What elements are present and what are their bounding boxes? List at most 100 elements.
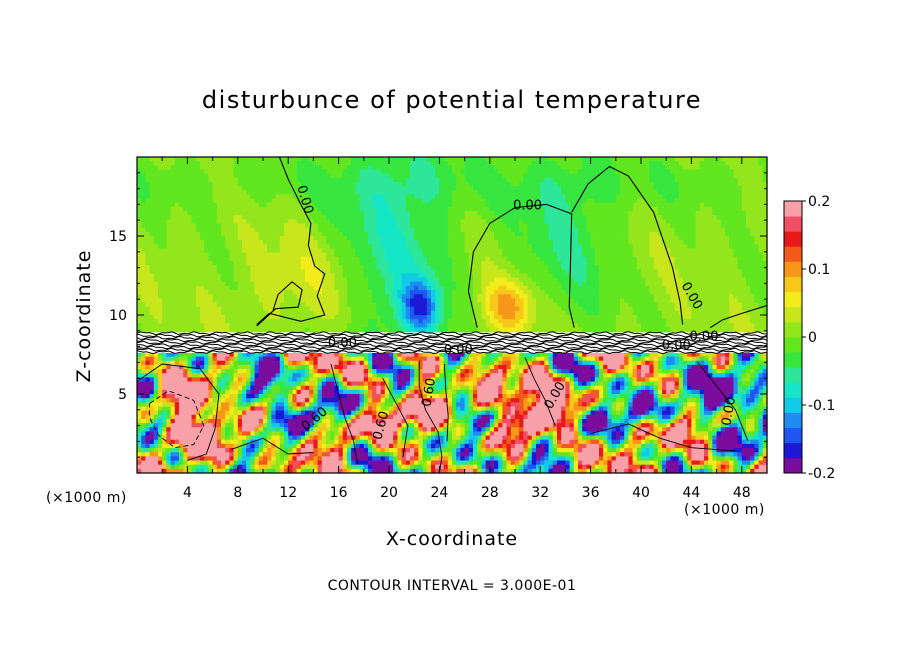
field-cell	[162, 389, 167, 395]
field-cell	[212, 369, 218, 374]
field-cell	[267, 298, 272, 304]
field-cell	[254, 356, 260, 362]
field-cell	[237, 298, 243, 304]
field-cell	[342, 277, 348, 283]
field-cell	[359, 398, 365, 403]
field-cell	[233, 369, 239, 374]
field-cell	[389, 260, 394, 266]
field-cell	[233, 194, 239, 200]
field-cell	[372, 165, 377, 171]
field-cell	[216, 223, 222, 229]
field-cell	[351, 414, 356, 420]
field-cell	[338, 369, 344, 374]
field-cell	[389, 431, 394, 437]
field-cell	[200, 464, 205, 470]
field-cell	[292, 423, 298, 428]
field-cell	[359, 169, 365, 175]
field-cell	[368, 265, 373, 270]
field-cell	[166, 352, 172, 358]
field-cell	[330, 398, 335, 403]
field-cell	[166, 173, 172, 179]
field-cell	[405, 452, 411, 457]
field-cell	[212, 265, 218, 270]
field-cell	[187, 240, 193, 245]
field-cell	[166, 394, 172, 399]
field-cell	[330, 448, 335, 453]
field-cell	[342, 290, 348, 295]
field-cell	[191, 452, 197, 457]
field-cell	[216, 269, 222, 275]
field-cell	[368, 173, 373, 179]
shaded-field	[137, 157, 768, 474]
field-cell	[300, 385, 306, 391]
field-cell	[288, 364, 293, 370]
field-cell	[250, 198, 256, 204]
field-cell	[233, 265, 239, 270]
field-cell	[250, 364, 256, 370]
field-cell	[263, 406, 268, 412]
field-cell	[149, 302, 155, 308]
field-cell	[397, 177, 403, 183]
field-cell	[380, 252, 386, 258]
field-cell	[342, 464, 348, 470]
field-cell	[275, 456, 281, 462]
field-cell	[191, 290, 197, 295]
field-cell	[405, 173, 411, 179]
field-cell	[359, 186, 365, 191]
field-cell	[321, 240, 327, 245]
field-cell	[405, 448, 411, 453]
field-cell	[187, 294, 193, 299]
field-cell	[363, 360, 369, 366]
field-cell	[309, 223, 314, 229]
field-cell	[208, 206, 214, 212]
field-cell	[355, 202, 361, 208]
field-cell	[288, 394, 293, 399]
field-cell	[195, 173, 201, 179]
field-cell	[162, 202, 167, 208]
field-cell	[300, 265, 306, 270]
field-cell	[204, 294, 209, 299]
field-cell	[397, 206, 403, 212]
field-cell	[263, 448, 268, 453]
field-cell	[229, 157, 235, 162]
field-cell	[330, 464, 335, 470]
field-cell	[225, 252, 230, 258]
field-cell	[137, 360, 142, 366]
field-cell	[384, 206, 390, 212]
field-cell	[363, 265, 369, 270]
field-cell	[216, 460, 222, 466]
field-cell	[410, 157, 415, 162]
field-cell	[376, 298, 382, 304]
field-cell	[166, 285, 172, 291]
field-cell	[284, 281, 289, 287]
field-cell	[141, 360, 146, 366]
field-cell	[221, 389, 226, 395]
field-cell	[405, 223, 411, 229]
field-cell	[405, 169, 411, 175]
field-cell	[271, 385, 277, 391]
field-cell	[221, 236, 226, 241]
field-cell	[326, 186, 331, 191]
field-cell	[216, 277, 222, 283]
field-cell	[254, 414, 260, 420]
field-cell	[254, 306, 260, 312]
field-cell	[204, 260, 209, 266]
field-cell	[376, 215, 382, 220]
field-cell	[397, 157, 403, 162]
field-cell	[250, 236, 256, 241]
field-cell	[300, 423, 306, 428]
field-cell	[359, 298, 365, 304]
field-cell	[296, 281, 302, 287]
field-cell	[279, 202, 285, 208]
field-cell	[347, 219, 352, 225]
field-cell	[410, 381, 415, 387]
field-cell	[204, 298, 209, 304]
field-cell	[233, 306, 239, 312]
field-cell	[368, 439, 373, 445]
field-cell	[162, 211, 167, 216]
field-cell	[292, 294, 298, 299]
field-cell	[355, 244, 361, 250]
field-cell	[246, 256, 251, 262]
field-cell	[271, 260, 277, 266]
field-cell	[216, 414, 222, 420]
